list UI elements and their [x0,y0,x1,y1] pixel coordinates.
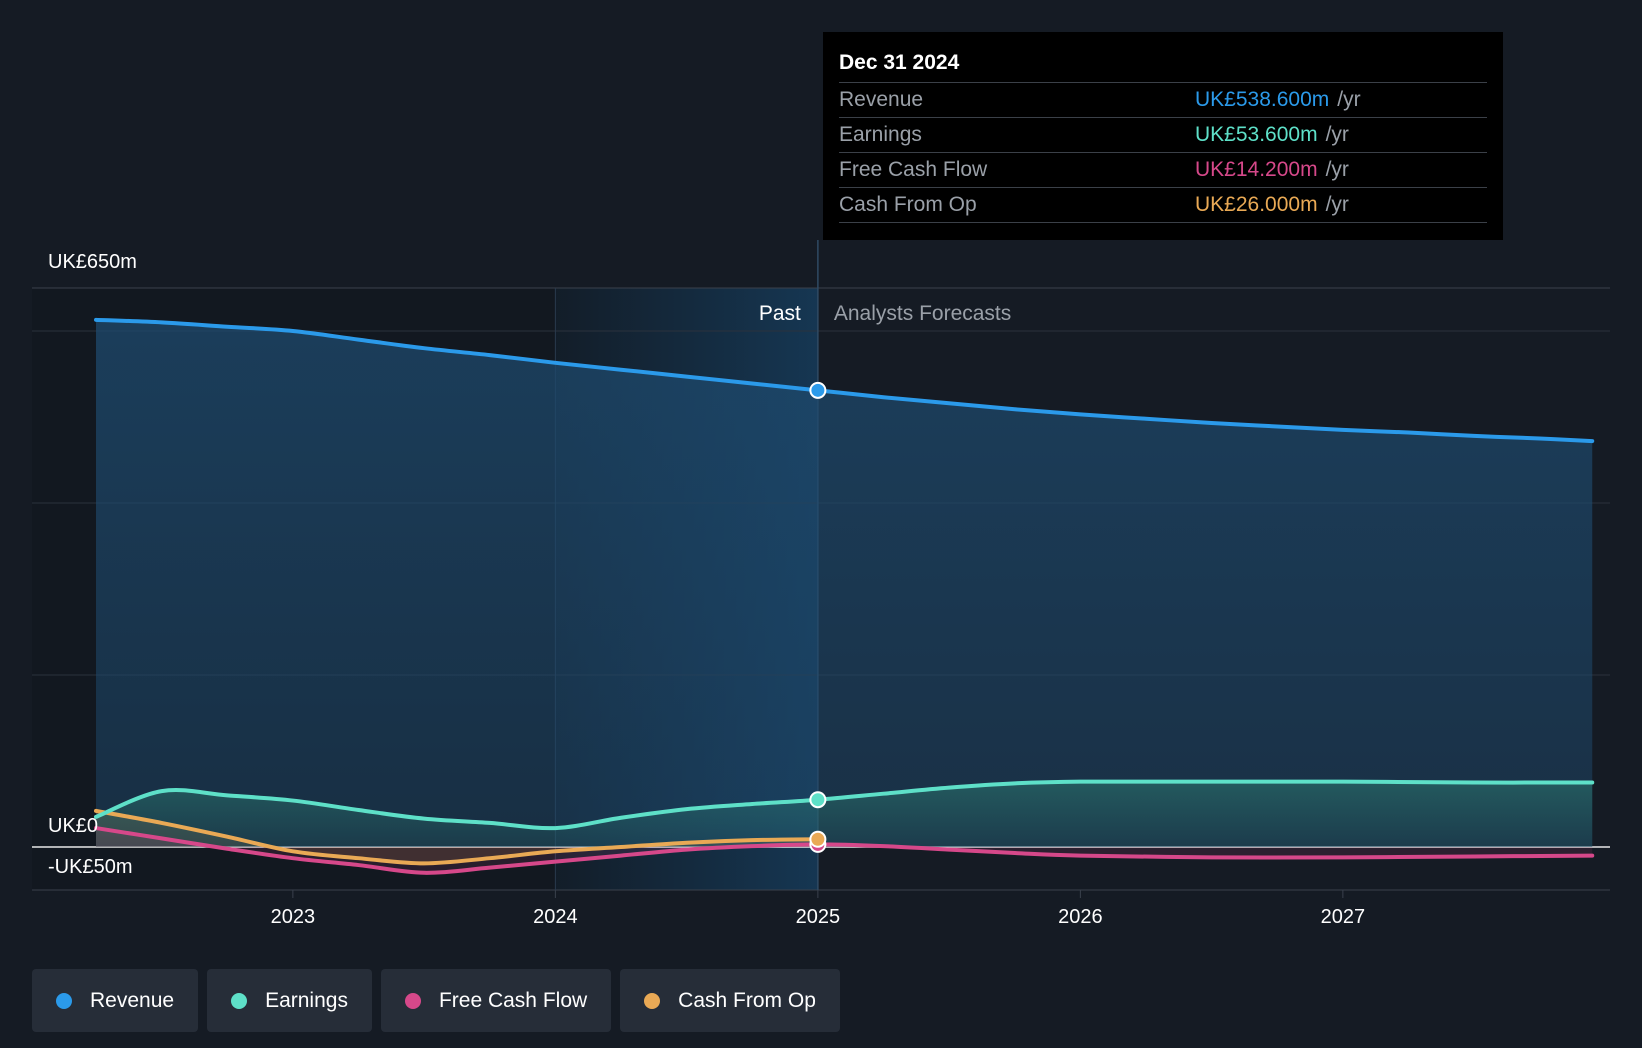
tooltip-unit: /yr [1325,193,1349,216]
line-free-cash-flow [94,826,1595,875]
past-label: Past [759,302,801,325]
y-axis-label: UK£0 [48,815,98,837]
legend-dot-icon [644,992,661,1009]
tooltip-value: UK£14.200m [1195,158,1318,181]
x-tick-label: 2024 [533,906,578,928]
area-cash-from-op [96,810,818,864]
tooltip-value: UK£26.000m [1195,193,1318,216]
legend-label: Revenue [90,988,175,1012]
line-cash-from-op [94,808,820,866]
tooltip-row-revenue: Revenue UK£538.600m /yr [839,82,1487,117]
legend-dot-icon [56,992,72,1009]
tooltip-value: UK£538.600m [1195,88,1330,111]
tooltip-label: Cash From Op [839,193,977,216]
legend-label: Free Cash Flow [438,988,588,1012]
highlight-point-earnings [809,791,827,809]
x-tick-label: 2025 [796,906,841,928]
x-tick-label: 2023 [271,906,316,928]
legend-item-revenue[interactable]: Revenue [32,969,199,1032]
legend-item-earnings[interactable]: Earnings [207,969,372,1032]
y-axis-label: -UK£50m [48,856,132,878]
legend-dot-icon [404,992,421,1009]
legend-dot-icon [231,992,248,1009]
tooltip-value: UK£53.600m [1195,123,1318,146]
tooltip-unit: /yr [1325,158,1349,181]
line-earnings [94,779,1595,831]
x-tick-label: 2026 [1058,906,1103,928]
highlight-point-revenue [809,381,827,399]
forecast-label: Analysts Forecasts [834,302,1011,325]
legend-item-cash-from-op[interactable]: Cash From Op [620,969,840,1032]
y-axis-label: UK£650m [48,251,137,273]
tooltip-row-free-cash-flow: Free Cash Flow UK£14.200m /yr [839,152,1487,187]
area-revenue [96,319,1593,847]
tooltip: Dec 31 2024 Revenue UK£538.600m /yr Earn… [823,32,1503,240]
legend-label: Cash From Op [678,988,816,1012]
x-tick-label: 2027 [1321,906,1366,928]
tooltip-date: Dec 31 2024 [839,51,960,74]
legend: Revenue Earnings Free Cash Flow Cash Fro… [32,969,840,1032]
legend-label: Earnings [265,988,348,1012]
legend-item-free-cash-flow[interactable]: Free Cash Flow [380,969,612,1032]
tooltip-row-cash-from-op: Cash From Op UK£26.000m /yr [839,187,1487,223]
financial-chart: UK£650m UK£0 -UK£50m 2023 2024 2025 2026 2027 Pa… [32,240,1610,928]
area-earnings [96,781,1593,847]
highlight-point-cash-from-op [809,830,827,848]
line-revenue [94,317,1595,444]
tooltip-unit: /yr [1337,88,1361,111]
tooltip-label: Revenue [839,88,924,111]
tooltip-unit: /yr [1325,123,1349,146]
tooltip-label: Earnings [839,123,922,146]
tooltip-label: Free Cash Flow [839,158,988,181]
tooltip-row-earnings: Earnings UK£53.600m /yr [839,117,1487,152]
